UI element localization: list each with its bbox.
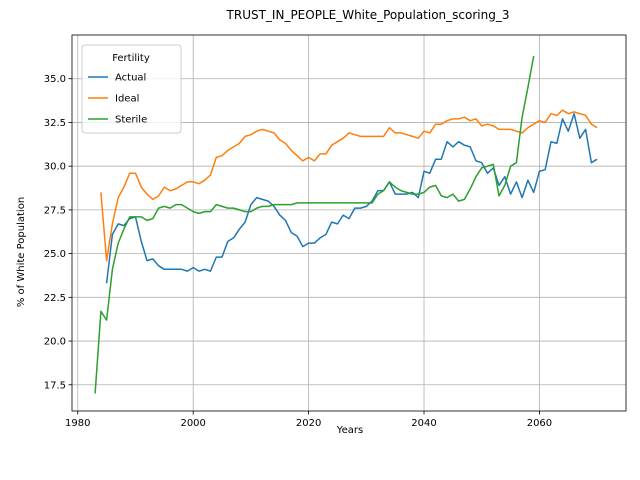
- y-tick-label: 27.5: [44, 205, 66, 216]
- legend-label-sterile: Sterile: [115, 115, 147, 126]
- x-tick-label: 2020: [296, 418, 321, 429]
- series-line-ideal: [100, 109, 598, 262]
- y-tick-label: 32.5: [44, 118, 66, 129]
- x-axis-ticks: 1980 2000 2020 2040 2060: [65, 411, 552, 429]
- y-tick-label: 35.0: [44, 74, 66, 85]
- x-tick-label: 2000: [180, 418, 205, 429]
- x-tick-label: 2060: [527, 418, 552, 429]
- legend-label-ideal: Ideal: [115, 94, 139, 105]
- x-tick-label: 1980: [65, 418, 90, 429]
- plot-area-frame: [71, 34, 627, 412]
- y-tick-label: 22.5: [44, 293, 66, 304]
- y-axis-ticks: 17.5 20.0 22.5 25.0 27.5 30.0 32.5 35.0: [44, 74, 72, 391]
- y-tick-label: 20.0: [44, 337, 66, 348]
- chart-title: TRUST_IN_PEOPLE_White_Population_scoring…: [226, 8, 510, 22]
- y-tick-label: 17.5: [44, 380, 66, 391]
- legend: Fertility Actual Ideal Sterile: [81, 44, 182, 134]
- legend-title: Fertility: [112, 53, 150, 64]
- legend-box: [81, 44, 182, 134]
- y-axis-label: % of White Population: [16, 197, 27, 307]
- legend-label-actual: Actual: [115, 73, 146, 84]
- series-line-sterile: [94, 55, 535, 394]
- y-tick-label: 25.0: [44, 249, 66, 260]
- series-line-actual: [105, 112, 598, 284]
- series-lines: [94, 55, 598, 394]
- y-tick-label: 30.0: [44, 162, 66, 173]
- x-tick-label: 2040: [411, 418, 436, 429]
- x-axis-label: Years: [336, 425, 363, 436]
